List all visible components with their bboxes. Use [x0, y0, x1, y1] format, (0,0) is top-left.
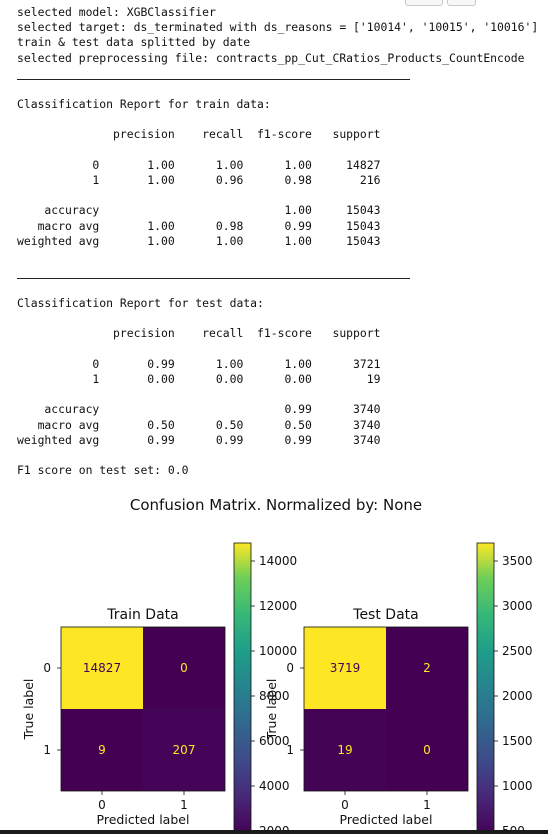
test-colorbar-tick-3: 2000 [502, 689, 533, 703]
test-xlabel: Predicted label [340, 812, 433, 827]
train-cell-label-0-0: 14827 [83, 661, 121, 675]
train-colorbar-tick-5: 4000 [259, 779, 290, 793]
toolbar-button[interactable] [447, 0, 476, 6]
train-ytick-1: 1 [43, 743, 51, 757]
test-report-macro: macro avg 0.50 0.50 0.50 3740 [17, 417, 381, 432]
bottom-scroll-edge[interactable] [0, 830, 548, 834]
test-cell-label-1-1: 0 [423, 743, 431, 757]
header-line-target: selected target: ds_terminated with ds_r… [17, 20, 539, 35]
train-cell-label-1-1: 207 [173, 743, 196, 757]
train-cell-0-1 [143, 627, 225, 709]
train-report-weighted: weighted avg 1.00 1.00 1.00 15043 [17, 233, 381, 248]
train-report-row-0: 0 1.00 1.00 1.00 14827 [17, 157, 381, 172]
output-header: selected model: XGBClassifier selected t… [17, 5, 538, 66]
figure-title: Confusion Matrix. Normalized by: None [130, 496, 422, 514]
test-cell-label-0-1: 2 [423, 661, 431, 675]
test-ylabel: True label [264, 679, 279, 741]
test-colorbar [477, 543, 494, 834]
separator-line [17, 278, 410, 279]
test-report-row-1: 1 0.00 0.00 0.00 19 [17, 372, 381, 387]
test-cell-label-0-0: 3719 [330, 661, 361, 675]
test-colorbar-tick-4: 1500 [502, 734, 533, 748]
test-ytick-0: 0 [286, 661, 294, 675]
train-colorbar-tick-0: 14000 [259, 554, 297, 568]
train-colorbar-tick-4: 6000 [259, 734, 290, 748]
top-toolbar-edge [0, 0, 548, 6]
train-panel-title: Train Data [106, 607, 178, 623]
train-colorbar-tick-2: 10000 [259, 644, 297, 658]
train-colorbar-frame [233, 542, 252, 834]
f1-score-line: F1 score on test set: 0.0 [17, 463, 189, 478]
separator-line [17, 79, 410, 80]
test-report-title: Classification Report for test data: [17, 296, 264, 310]
test-report-accuracy: accuracy 0.99 3740 [17, 402, 381, 417]
test-colorbar-frame [476, 542, 495, 834]
header-line-preprocessing: selected preprocessing file: contracts_p… [17, 50, 525, 65]
train-report-header: precision recall f1-score support [17, 127, 381, 142]
train-report-row-1: 1 1.00 0.96 0.98 216 [17, 173, 381, 188]
train-xtick-1: 1 [180, 798, 188, 812]
train-report-title: Classification Report for train data: [17, 97, 271, 111]
test-xtick-0: 0 [341, 798, 349, 812]
train-ylabel: True label [21, 679, 36, 741]
confusion-matrix-figure: Confusion Matrix. Normalized by: None Tr… [21, 496, 533, 834]
test-colorbar-tick-5: 1000 [502, 779, 533, 793]
test-report: Classification Report for test data: pre… [17, 296, 380, 478]
test-report-header: precision recall f1-score support [17, 326, 381, 341]
train-colorbar-tick-3: 8000 [259, 689, 290, 703]
train-colorbar-tick-6: 2000 [259, 824, 290, 834]
train-report-macro: macro avg 1.00 0.98 0.99 15043 [17, 218, 381, 233]
train-report: Classification Report for train data: pr… [17, 97, 380, 249]
test-ytick-1: 1 [286, 743, 294, 757]
test-colorbar-tick-1: 3000 [502, 599, 533, 613]
test-colorbar-tick-6: 500 [502, 824, 525, 834]
test-cell-1-0 [304, 709, 386, 791]
test-report-row-0: 0 0.99 1.00 1.00 3721 [17, 356, 381, 371]
train-matrix-frame [60, 626, 226, 792]
train-xlabel: Predicted label [97, 812, 190, 827]
train-cell-0-0 [61, 627, 143, 709]
train-ytick-0: 0 [43, 661, 51, 675]
train-xtick-0: 0 [98, 798, 106, 812]
train-report-accuracy: accuracy 1.00 15043 [17, 203, 381, 218]
train-colorbar [234, 543, 251, 834]
train-colorbar-tick-1: 12000 [259, 599, 297, 613]
train-cell-1-0 [61, 709, 143, 791]
test-colorbar-tick-2: 2500 [502, 644, 533, 658]
test-panel-title: Test Data [352, 607, 418, 623]
train-cell-label-0-1: 0 [180, 661, 188, 675]
train-cell-label-1-0: 9 [98, 743, 106, 757]
test-colorbar-tick-0: 3500 [502, 554, 533, 568]
header-line-split: train & test data splitted by date [17, 35, 251, 50]
test-xtick-1: 1 [423, 798, 431, 812]
test-cell-0-1 [386, 627, 468, 709]
test-cell-label-1-0: 19 [337, 743, 352, 757]
toolbar-button[interactable] [405, 0, 443, 6]
train-cell-1-1 [143, 709, 225, 791]
header-line-model: selected model: XGBClassifier [17, 5, 216, 19]
test-cell-1-1 [386, 709, 468, 791]
test-matrix-frame [303, 626, 469, 792]
test-report-weighted: weighted avg 0.99 0.99 0.99 3740 [17, 432, 381, 447]
test-cell-0-0 [304, 627, 386, 709]
